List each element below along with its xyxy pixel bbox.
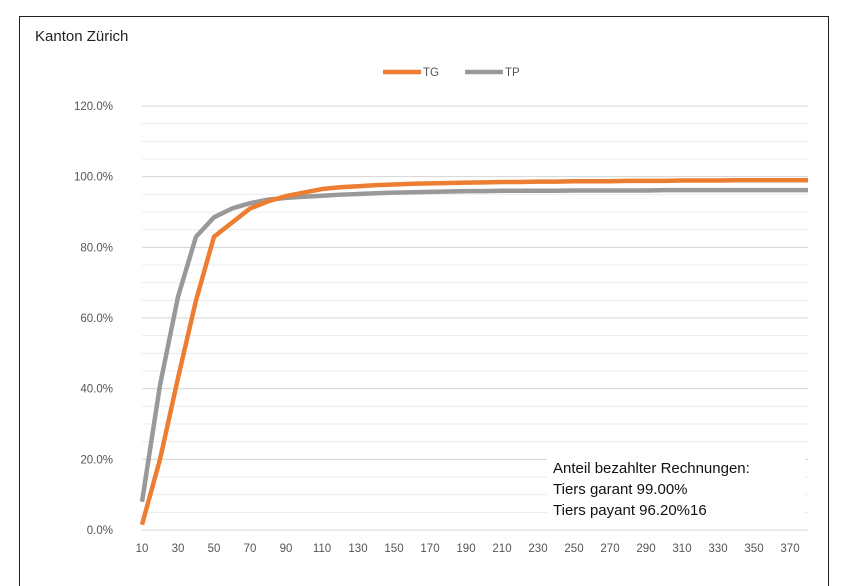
series-line-tp xyxy=(139,187,808,503)
x-tick-label: 90 xyxy=(280,543,293,555)
x-tick-label: 110 xyxy=(313,543,331,555)
y-axis-ticks: 0.0% 20.0% 40.0% 60.0% 80.0% 100.0% 120.0% xyxy=(74,101,113,537)
gridlines xyxy=(142,105,808,531)
annotation-box: Anteil bezahlter Rechnungen: Tiers garan… xyxy=(547,456,805,523)
x-tick-label: 370 xyxy=(780,543,799,555)
x-tick-label: 350 xyxy=(744,543,763,555)
y-tick-label: 20.0% xyxy=(80,454,113,466)
x-tick-label: 30 xyxy=(172,543,185,555)
y-tick-label: 0.0% xyxy=(87,525,113,537)
series-line-tg xyxy=(139,177,808,526)
x-tick-label: 290 xyxy=(636,543,655,555)
annotation-line-2: Tiers garant 99.00% xyxy=(553,481,688,498)
x-tick-label: 130 xyxy=(348,543,367,555)
y-tick-label: 120.0% xyxy=(74,101,113,113)
legend-label-tp: TP xyxy=(505,67,520,79)
annotation-line-1: Anteil bezahlter Rechnungen: xyxy=(553,460,750,477)
series-lines xyxy=(139,177,808,526)
line-chart: 0.0% 20.0% 40.0% 60.0% 80.0% 100.0% 120.0% 10 3… xyxy=(74,67,808,555)
x-axis-ticks: 10 30 50 70 90 110 130 150 170 190 210 230 250 270 290… xyxy=(136,543,800,555)
x-tick-label: 10 xyxy=(136,543,149,555)
chart-title: Kanton Zürich xyxy=(35,28,129,45)
y-tick-label: 80.0% xyxy=(80,242,113,254)
x-tick-label: 50 xyxy=(208,543,221,555)
y-tick-label: 100.0% xyxy=(74,172,113,184)
x-tick-label: 330 xyxy=(708,543,727,555)
x-tick-label: 170 xyxy=(420,543,439,555)
x-tick-label: 70 xyxy=(244,543,257,555)
legend: TG TP xyxy=(383,67,520,79)
y-tick-label: 60.0% xyxy=(80,313,113,325)
x-tick-label: 190 xyxy=(456,543,475,555)
y-tick-label: 40.0% xyxy=(80,384,113,396)
x-tick-label: 310 xyxy=(672,543,691,555)
x-tick-label: 250 xyxy=(564,543,583,555)
x-tick-label: 210 xyxy=(492,543,511,555)
x-tick-label: 150 xyxy=(384,543,403,555)
x-tick-label: 270 xyxy=(600,543,619,555)
legend-label-tg: TG xyxy=(423,67,439,79)
x-tick-label: 230 xyxy=(528,543,547,555)
annotation-line-3: Tiers payant 96.20%16 xyxy=(553,502,707,519)
